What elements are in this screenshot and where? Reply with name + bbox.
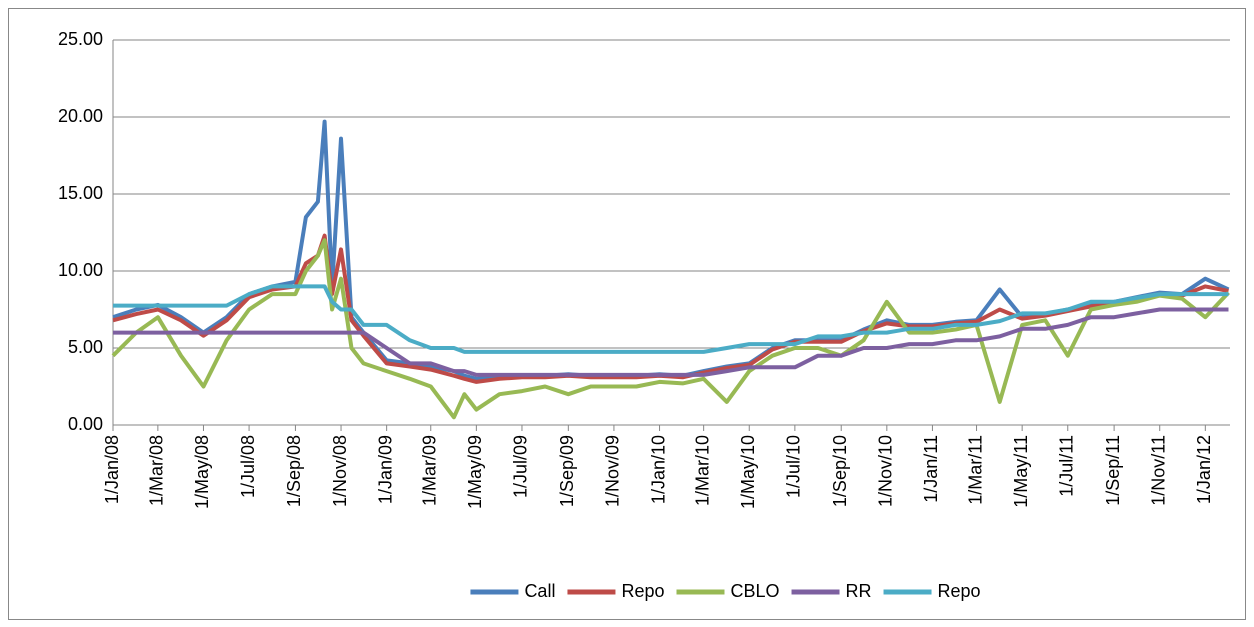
- x-tick-label: 1/May/10: [738, 435, 758, 509]
- legend-label: Repo: [621, 581, 664, 601]
- x-tick-label: 1/Mar/09: [420, 435, 440, 506]
- x-tick-label: 1/Jul/10: [784, 435, 804, 498]
- x-tick-label: 1/May/11: [1011, 435, 1031, 508]
- series-line: [113, 307, 1229, 377]
- x-tick-label: 1/Nov/09: [603, 435, 623, 507]
- x-tick-label: 1/Jul/11: [1057, 435, 1077, 497]
- x-tick-label: 1/Jan/09: [375, 435, 395, 504]
- y-tick-label: 5.00: [68, 337, 103, 357]
- legend-label: CBLO: [730, 581, 779, 601]
- x-tick-label: 1/Nov/11: [1148, 435, 1168, 506]
- series-line: [112, 233, 1229, 384]
- x-tick-label: 1/Mar/11: [965, 435, 985, 505]
- x-tick-label: 1/Sep/08: [284, 435, 304, 507]
- x-tick-label: 1/Jan/11: [921, 435, 941, 503]
- x-tick-label: 1/Sep/10: [830, 435, 850, 507]
- x-tick-label: 1/Jan/10: [648, 435, 668, 504]
- x-tick-label: 1/Jan/12: [1194, 435, 1214, 504]
- x-tick-label: 1/Jan/08: [102, 435, 122, 504]
- legend-label: RR: [846, 581, 872, 601]
- y-tick-label: 25.00: [58, 29, 103, 49]
- x-tick-label: 1/Jul/09: [511, 435, 531, 498]
- x-tick-label: 1/Mar/08: [147, 435, 167, 506]
- y-tick-label: 0.00: [68, 414, 103, 434]
- x-tick-label: 1/Sep/09: [557, 435, 577, 507]
- x-tick-label: 1/Jul/08: [238, 435, 258, 498]
- x-tick-label: 1/Nov/10: [876, 435, 896, 507]
- x-tick-label: 1/Mar/10: [692, 435, 712, 506]
- x-tick-label: 1/Nov/08: [330, 435, 350, 507]
- y-tick-label: 10.00: [58, 260, 103, 280]
- legend-label: Repo: [938, 581, 981, 601]
- legend-label: Call: [524, 581, 555, 601]
- x-tick-label: 1/May/08: [192, 435, 212, 509]
- x-tick-label: 1/Sep/11: [1103, 435, 1123, 506]
- y-tick-label: 15.00: [58, 183, 103, 203]
- y-tick-label: 20.00: [58, 106, 103, 126]
- series-line: [111, 238, 1230, 420]
- x-tick-label: 1/May/09: [465, 435, 485, 509]
- series-line: [113, 284, 1229, 354]
